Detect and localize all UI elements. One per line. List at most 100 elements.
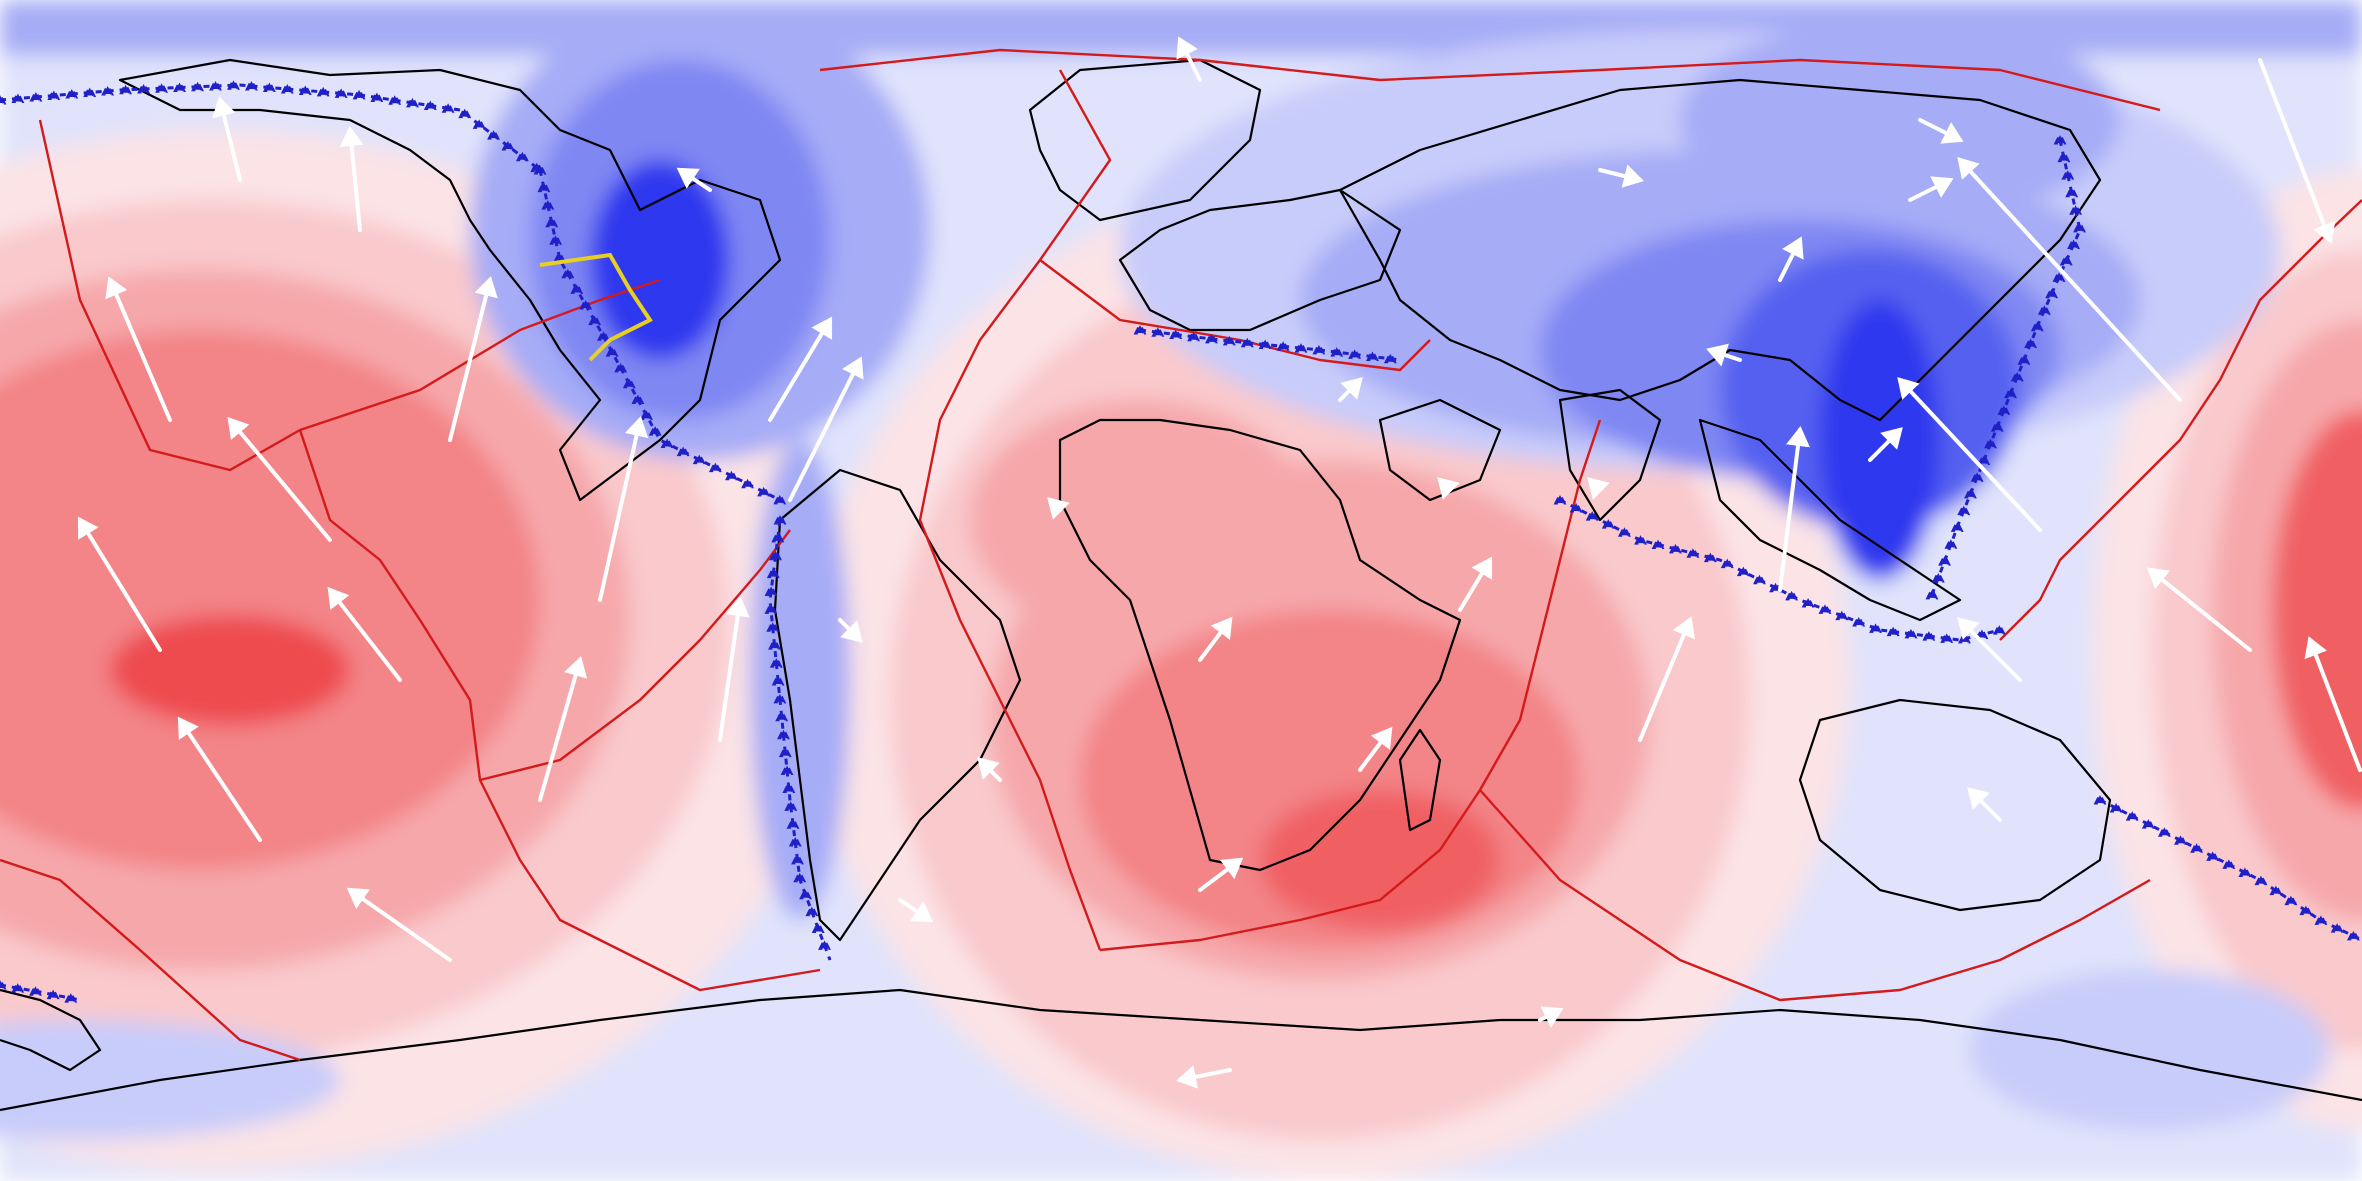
subduction-tooth [775, 708, 789, 722]
subduction-tooth [1617, 523, 1631, 537]
subduction-tooth [614, 359, 628, 373]
subduction-tooth [1686, 544, 1700, 558]
velocity-vector [1587, 477, 1610, 500]
subduction-tooth [2174, 831, 2187, 845]
subduction-tooth [209, 77, 222, 91]
velocity-vector [1198, 857, 1244, 892]
subduction-tooth [11, 979, 25, 993]
subduction-tooth [768, 636, 781, 650]
velocity-vector [1176, 36, 1202, 82]
subduction-tooth [2125, 807, 2139, 821]
velocity-vector [1176, 1065, 1232, 1089]
subduction-tooth [472, 116, 486, 129]
subduction-tooth [2004, 385, 2017, 399]
subduction-tooth [119, 81, 133, 95]
subduction-tooth [2067, 236, 2081, 249]
coastline-asia [1338, 78, 2102, 422]
subduction-tooth [2314, 912, 2328, 925]
subduction-tooth [597, 327, 610, 341]
subduction-tooth [1950, 519, 1964, 532]
subduction-tooth [65, 85, 79, 99]
velocity-vector [1778, 236, 1804, 282]
subduction-tooth [2190, 839, 2204, 853]
coastline-europe [1118, 188, 1402, 332]
subduction-tooth [245, 77, 258, 91]
subduction-tooth [262, 79, 276, 92]
subduction-tooth [2030, 318, 2044, 332]
subduction-tooth [1703, 549, 1717, 563]
subduction-tooth [1133, 321, 1147, 335]
subduction-tooth [570, 280, 584, 294]
subduction-tooth [708, 459, 722, 473]
subduction-tooth [805, 903, 819, 917]
velocity-vector [1358, 726, 1393, 772]
subduction-tooth [1258, 336, 1272, 350]
subduction-tooth [773, 491, 787, 505]
velocity-vector [77, 516, 162, 652]
velocity-vector [1437, 477, 1460, 500]
velocity-vector [1967, 787, 2002, 822]
subduction-tooth [83, 84, 97, 98]
boundary-arctic [819, 48, 2161, 112]
velocity-vector [1198, 616, 1233, 662]
coastline-greenland [1028, 58, 1262, 222]
velocity-vector [718, 596, 750, 742]
field-antarctic-low [0, 1020, 340, 1140]
subduction-tooth [64, 989, 78, 1003]
subduction-tooth [2069, 201, 2083, 215]
subduction-tooth [1990, 418, 2004, 432]
subduction-tooth [791, 851, 804, 865]
coastline-madagascar [1398, 728, 1442, 832]
subduction-tooth [1222, 332, 1236, 346]
coastline-south-america [773, 468, 1022, 942]
subduction-tooth [2109, 799, 2123, 813]
subduction-tooth [648, 422, 662, 436]
subduction-tooth [1975, 626, 1989, 640]
velocity-vector [339, 126, 364, 232]
subduction-tooth [561, 265, 575, 279]
subduction-tooth [1940, 629, 1954, 643]
subduction-tooth [1205, 330, 1218, 344]
subduction-tooth [1720, 555, 1734, 569]
subduction-tooth [1852, 613, 1866, 627]
coastline-australia [1798, 698, 2112, 912]
subduction-tooth [1383, 350, 1397, 364]
coastline-africa [1058, 418, 1462, 872]
subduction-tooth [1585, 507, 1599, 521]
subduction-tooth [799, 886, 812, 900]
subduction-tooth [1634, 531, 1647, 545]
subduction-tooth [1651, 536, 1665, 550]
velocity-vector [1338, 377, 1363, 402]
subduction-tooth [1769, 579, 1782, 593]
subduction-tooth [2222, 856, 2236, 869]
velocity-vector [1706, 343, 1742, 367]
subduction-tooth [771, 672, 785, 686]
subduction-tooth [622, 375, 636, 389]
subduction-tooth [101, 82, 115, 96]
subduction-tooth [1736, 563, 1750, 577]
subduction-tooth [1944, 535, 1958, 549]
subduction-tooth [1187, 328, 1201, 342]
subduction-tooth [766, 618, 780, 632]
velocity-vector [2304, 636, 2362, 772]
subduction-tooth [778, 744, 792, 758]
subduction-tooth [352, 86, 366, 100]
velocity-vector [346, 887, 452, 962]
subduction-tooth [1312, 341, 1326, 355]
subduction-tooth [533, 161, 547, 175]
subduction-tooth [1922, 627, 1936, 641]
subduction-tooth [553, 249, 566, 263]
velocity-vector [1918, 118, 1964, 144]
subduction-tooth [191, 78, 204, 92]
subduction-tooth [541, 196, 555, 210]
velocity-vector [105, 276, 172, 422]
subduction-tooth [631, 391, 645, 405]
subduction-tooth [2284, 892, 2298, 906]
coastline-north-america [118, 58, 782, 502]
velocity-vector [1538, 1006, 1564, 1028]
subduction-tooth [280, 80, 294, 94]
subduction-tooth [388, 91, 402, 105]
subduction-tooth [1925, 586, 1939, 600]
subduction-tooth [2073, 219, 2086, 233]
